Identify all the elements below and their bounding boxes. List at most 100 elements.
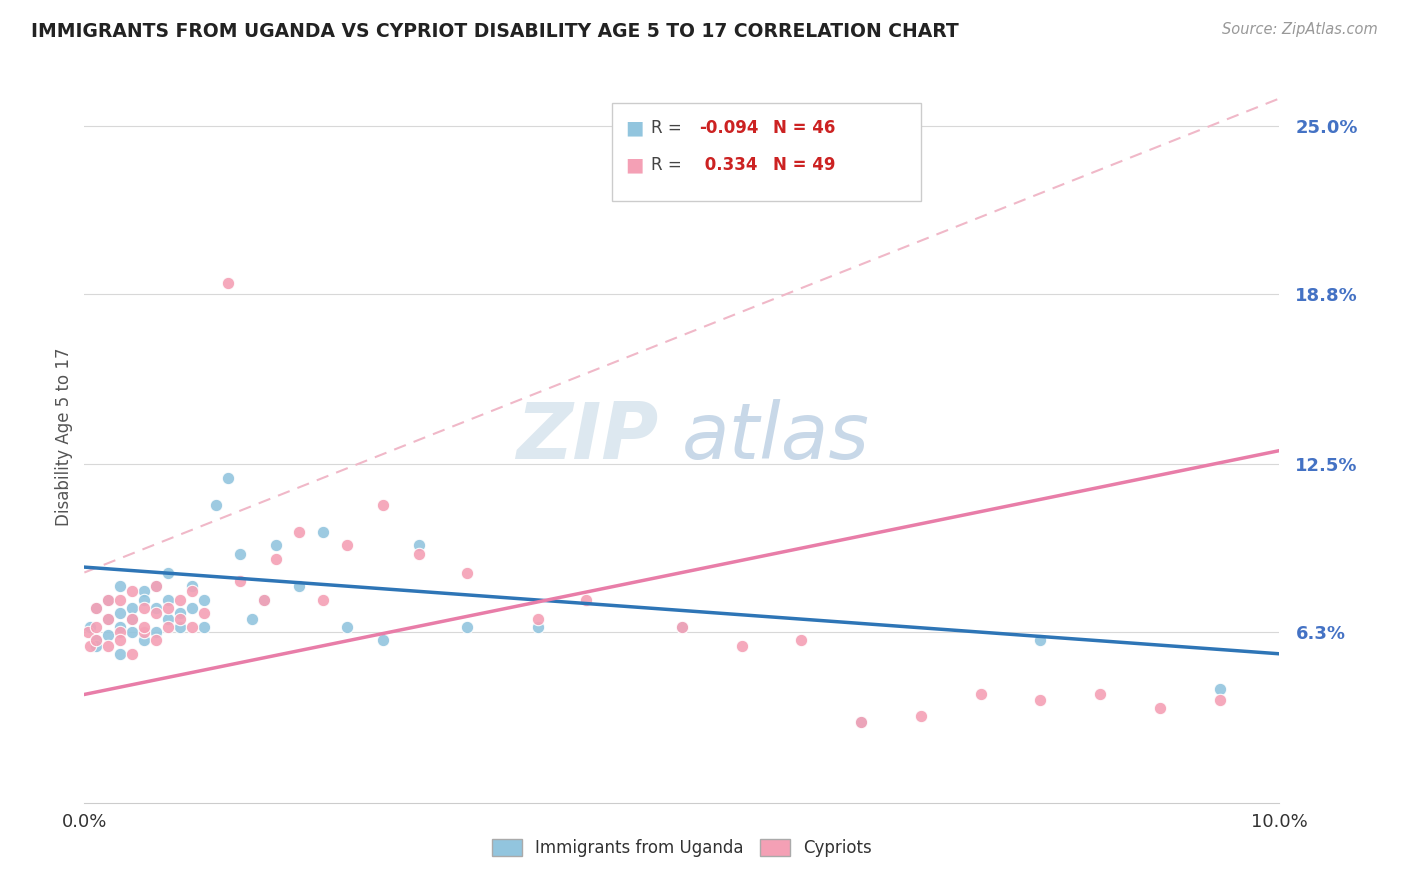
- Point: [157, 566, 180, 580]
- Point: [1149, 701, 1171, 715]
- Text: atlas: atlas: [682, 399, 870, 475]
- Point: [193, 606, 215, 620]
- Point: [575, 592, 598, 607]
- Point: [110, 633, 132, 648]
- Text: 0.334: 0.334: [699, 156, 758, 174]
- Point: [253, 592, 276, 607]
- Point: [264, 538, 287, 552]
- Point: [157, 620, 180, 634]
- Point: [121, 584, 143, 599]
- Point: [169, 592, 191, 607]
- Point: [240, 611, 263, 625]
- Point: [851, 714, 873, 729]
- Text: Source: ZipAtlas.com: Source: ZipAtlas.com: [1222, 22, 1378, 37]
- Point: [527, 611, 550, 625]
- Point: [217, 471, 239, 485]
- Point: [86, 633, 108, 648]
- Point: [1029, 633, 1052, 648]
- Point: [205, 498, 228, 512]
- Point: [181, 600, 204, 615]
- Point: [145, 625, 167, 640]
- Text: N = 46: N = 46: [773, 119, 835, 136]
- Text: ■: ■: [626, 118, 644, 137]
- Point: [1090, 688, 1112, 702]
- Point: [157, 611, 180, 625]
- Point: [228, 547, 252, 561]
- Point: [110, 579, 132, 593]
- Point: [228, 574, 252, 588]
- Point: [1029, 693, 1052, 707]
- Point: [110, 625, 132, 640]
- Point: [110, 606, 132, 620]
- Point: [264, 552, 287, 566]
- Point: [145, 600, 167, 615]
- Point: [97, 611, 120, 625]
- Point: [132, 600, 156, 615]
- Point: [169, 620, 191, 634]
- Point: [121, 600, 143, 615]
- Point: [1209, 693, 1232, 707]
- Point: [373, 498, 395, 512]
- Point: [145, 579, 167, 593]
- Point: [97, 639, 120, 653]
- Point: [110, 647, 132, 661]
- Point: [193, 592, 215, 607]
- Point: [527, 620, 550, 634]
- Point: [671, 620, 693, 634]
- Point: [169, 611, 191, 625]
- Point: [110, 620, 132, 634]
- Point: [79, 620, 101, 634]
- Text: -0.094: -0.094: [699, 119, 758, 136]
- Point: [217, 276, 239, 290]
- Point: [408, 547, 430, 561]
- Point: [181, 620, 204, 634]
- Legend: Immigrants from Uganda, Cypriots: Immigrants from Uganda, Cypriots: [485, 832, 879, 864]
- Point: [790, 633, 813, 648]
- Point: [288, 579, 311, 593]
- Point: [79, 639, 101, 653]
- Point: [456, 566, 478, 580]
- Point: [121, 611, 143, 625]
- Point: [408, 538, 430, 552]
- Point: [86, 600, 108, 615]
- Text: N = 49: N = 49: [773, 156, 835, 174]
- Point: [336, 538, 359, 552]
- Point: [86, 600, 108, 615]
- Point: [132, 625, 156, 640]
- Point: [132, 620, 156, 634]
- Text: ■: ■: [626, 155, 644, 175]
- Point: [132, 633, 156, 648]
- Point: [312, 524, 335, 539]
- Point: [121, 611, 143, 625]
- Point: [671, 620, 693, 634]
- Point: [132, 592, 156, 607]
- Point: [970, 688, 993, 702]
- Point: [731, 639, 754, 653]
- Point: [97, 628, 120, 642]
- Point: [851, 714, 873, 729]
- Point: [121, 647, 143, 661]
- Point: [181, 579, 204, 593]
- Point: [97, 592, 120, 607]
- Point: [169, 606, 191, 620]
- Text: ZIP: ZIP: [516, 399, 658, 475]
- Point: [145, 579, 167, 593]
- Point: [373, 633, 395, 648]
- Text: R =: R =: [651, 156, 688, 174]
- Point: [157, 600, 180, 615]
- Point: [253, 592, 276, 607]
- Y-axis label: Disability Age 5 to 17: Disability Age 5 to 17: [55, 348, 73, 526]
- Point: [86, 639, 108, 653]
- Point: [97, 592, 120, 607]
- Point: [193, 620, 215, 634]
- Point: [77, 625, 100, 640]
- Point: [121, 625, 143, 640]
- Point: [336, 620, 359, 634]
- Point: [910, 709, 932, 723]
- Point: [157, 592, 180, 607]
- Point: [97, 611, 120, 625]
- Point: [288, 524, 311, 539]
- Point: [110, 592, 132, 607]
- Point: [145, 606, 167, 620]
- Point: [145, 633, 167, 648]
